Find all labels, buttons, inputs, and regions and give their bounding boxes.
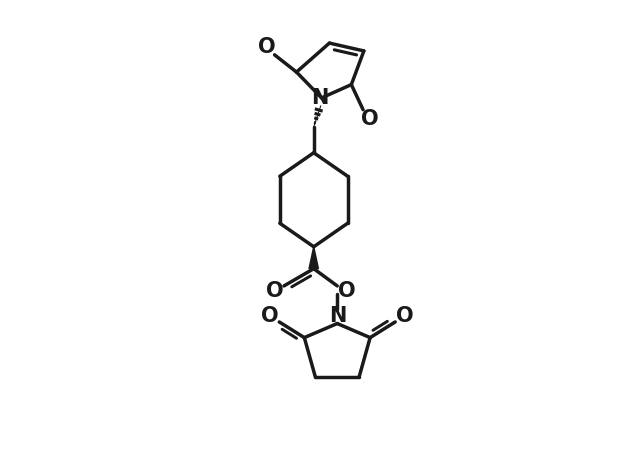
Text: O: O <box>338 281 355 301</box>
Text: O: O <box>396 306 413 327</box>
Polygon shape <box>309 247 319 269</box>
Text: O: O <box>258 37 276 57</box>
Text: N: N <box>330 306 347 326</box>
Text: O: O <box>261 306 278 327</box>
Text: O: O <box>360 109 378 129</box>
Text: O: O <box>266 281 284 301</box>
Text: N: N <box>311 88 329 108</box>
